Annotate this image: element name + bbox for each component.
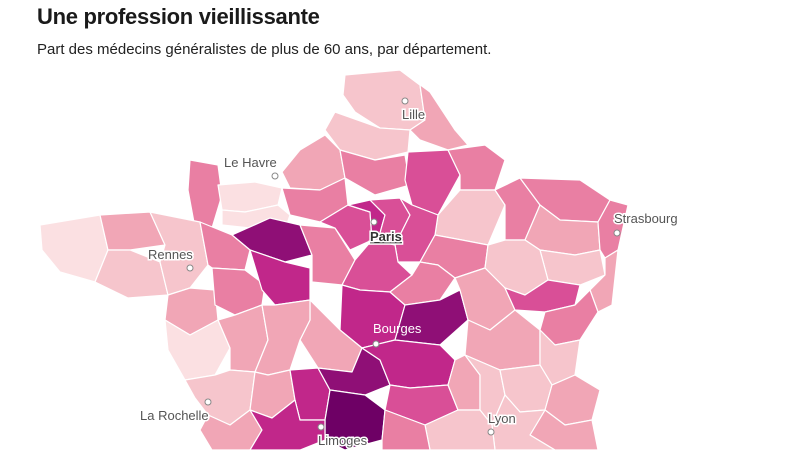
city-markers-layer: Lille Le Havre Paris Strasbourg Rennes B… xyxy=(139,97,679,450)
city-label-limoges: Limoges xyxy=(318,433,368,448)
city-dot-icon xyxy=(186,264,194,272)
city-label-rennes: Rennes xyxy=(148,247,193,262)
dept-finistere[interactable] xyxy=(39,214,109,283)
dept-haute-saone[interactable] xyxy=(504,279,581,313)
city-label-la-rochelle: La Rochelle xyxy=(140,408,209,423)
city-dot-icon xyxy=(487,428,495,436)
dept-somme[interactable] xyxy=(324,111,411,161)
city-label-le-havre: Le Havre xyxy=(224,155,277,170)
dept-yonne[interactable] xyxy=(389,261,456,306)
city-label-paris: Paris xyxy=(370,229,402,244)
city-marker-paris[interactable]: Paris xyxy=(369,218,403,246)
dept-dordogne[interactable] xyxy=(249,399,326,450)
departments-layer xyxy=(39,69,629,450)
city-dot-icon xyxy=(271,172,279,180)
city-label-lille: Lille xyxy=(402,107,425,122)
city-marker-le-havre[interactable]: Le Havre xyxy=(223,154,279,180)
page-subtitle: Part des médecins généralistes de plus d… xyxy=(37,41,492,58)
dept-haute-loire[interactable] xyxy=(424,409,496,450)
city-label-strasbourg: Strasbourg xyxy=(614,211,678,226)
dept-manche[interactable] xyxy=(187,159,223,229)
city-label-bourges: Bourges xyxy=(373,321,422,336)
page-title: Une profession vieillissante xyxy=(37,4,320,29)
city-label-lyon: Lyon xyxy=(488,411,516,426)
city-marker-lille[interactable]: Lille xyxy=(401,97,427,124)
dept-cantal[interactable] xyxy=(381,409,431,450)
city-dot-icon xyxy=(401,97,409,105)
dept-ardennes[interactable] xyxy=(447,144,506,191)
city-dot-icon xyxy=(370,218,378,226)
city-marker-la-rochelle[interactable]: La Rochelle xyxy=(139,398,212,425)
dept-nord[interactable] xyxy=(399,69,469,151)
city-marker-rennes[interactable]: Rennes xyxy=(147,246,195,272)
city-marker-strasbourg[interactable]: Strasbourg xyxy=(613,210,679,237)
dept-vienne[interactable] xyxy=(254,299,311,376)
city-dot-icon xyxy=(204,398,212,406)
dept-mayenne[interactable] xyxy=(199,221,251,271)
city-marker-lyon[interactable]: Lyon xyxy=(487,410,517,436)
dept-vendee[interactable] xyxy=(164,319,231,381)
city-marker-limoges[interactable]: Limoges xyxy=(317,423,369,450)
city-dot-icon xyxy=(613,229,621,237)
dept-cotes-darmor[interactable] xyxy=(99,211,166,251)
city-dot-icon xyxy=(317,423,325,431)
city-dot-icon xyxy=(372,340,380,348)
city-marker-bourges[interactable]: Bourges xyxy=(372,321,422,348)
